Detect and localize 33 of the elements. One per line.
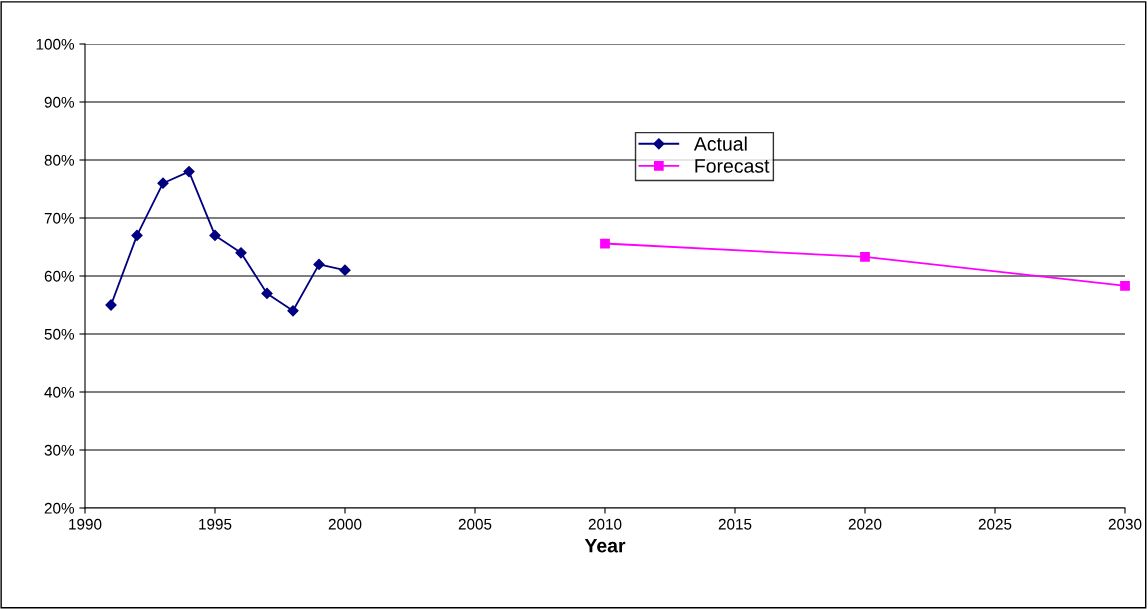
- x-tick-label: 2025: [978, 518, 1012, 530]
- x-tick-label: 2010: [588, 518, 622, 530]
- y-tick-label: 70%: [44, 212, 75, 224]
- point: [157, 177, 169, 189]
- point: [287, 305, 299, 317]
- point: [235, 247, 247, 259]
- point: [860, 251, 870, 262]
- point: [183, 165, 195, 178]
- y-tick-label: 80%: [44, 154, 75, 166]
- x-tick-label: 2000: [328, 518, 362, 530]
- y-tick-label: 100%: [36, 38, 75, 50]
- point: [261, 287, 273, 300]
- x-tick-label: 2030: [1108, 518, 1142, 530]
- point: [600, 238, 610, 249]
- x-tick-label: 2015: [718, 518, 752, 530]
- x-axis-title: Year: [584, 538, 626, 553]
- y-tick-label: 90%: [44, 96, 75, 108]
- point: [339, 264, 351, 276]
- point: [131, 229, 143, 242]
- x-tick-label: 1995: [199, 518, 232, 530]
- point: [1120, 280, 1130, 291]
- x-tick-label: 2005: [458, 518, 492, 530]
- point: [209, 229, 221, 242]
- x-tick-label: 1990: [69, 518, 102, 530]
- y-tick-label: 50%: [44, 328, 75, 340]
- legend-label: Actual: [693, 136, 747, 151]
- x-tick-label: 2020: [848, 518, 882, 530]
- y-tick-label: 60%: [44, 270, 75, 282]
- y-tick-label: 40%: [44, 386, 75, 398]
- legend-label: Forecast: [695, 159, 770, 173]
- y-tick-label: 30%: [44, 444, 75, 456]
- point: [313, 258, 325, 271]
- y-tick-label: 20%: [44, 502, 75, 514]
